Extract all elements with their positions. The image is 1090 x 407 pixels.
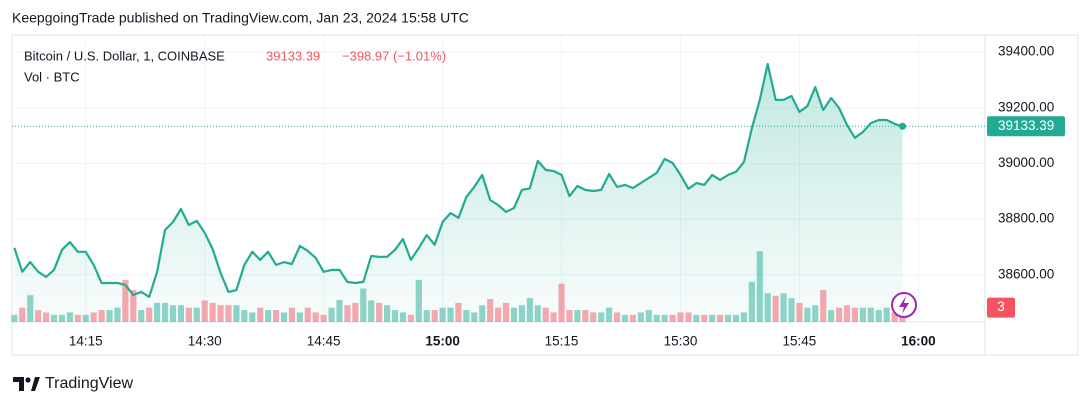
volume-tag bbox=[987, 297, 1015, 318]
chart-frame bbox=[11, 34, 1079, 356]
y-tick-label: 38800.00 bbox=[998, 211, 1054, 226]
alert-icon[interactable] bbox=[891, 292, 917, 318]
x-tick-label: 14:30 bbox=[188, 334, 222, 349]
x-tick-label: 15:15 bbox=[545, 334, 579, 349]
price-change: −398.97 (−1.01%) bbox=[342, 48, 446, 63]
publish-header: KeepgoingTrade published on TradingView.… bbox=[12, 10, 469, 26]
price-area bbox=[14, 64, 903, 322]
tradingview-logo bbox=[13, 377, 40, 391]
y-tick-label: 39400.00 bbox=[998, 44, 1054, 59]
price bbox=[12, 62, 985, 322]
last-price: 39133.39 bbox=[266, 48, 320, 63]
x-tick-label: 14:45 bbox=[307, 334, 341, 349]
volume-legend: Vol · BTC bbox=[24, 69, 80, 84]
volume-tag-label: 3 bbox=[997, 299, 1005, 314]
y-tick-label: 39000.00 bbox=[998, 155, 1054, 170]
y-tick-label: 38600.00 bbox=[998, 266, 1054, 281]
y-tick-label: 39200.00 bbox=[998, 99, 1054, 114]
volume-bar bbox=[11, 314, 18, 322]
symbol-title: Bitcoin / U.S. Dollar, 1, COINBASE bbox=[24, 48, 225, 63]
x-tick-label: 15:30 bbox=[664, 334, 698, 349]
x-tick-label: 16:00 bbox=[901, 334, 936, 349]
axes: 38600.00 38800.00 39000.00 39200.00 39400.00… bbox=[69, 44, 1065, 349]
last-price-tag bbox=[987, 116, 1065, 137]
x-tick-label: 14:15 bbox=[69, 334, 103, 349]
last-price-tag-label: 39133.39 bbox=[998, 118, 1054, 133]
x-tick-label: 15:45 bbox=[783, 334, 817, 349]
last-point bbox=[899, 122, 907, 130]
price-line bbox=[13, 62, 903, 298]
footer-brand: TradingView bbox=[45, 375, 133, 392]
x-tick-label: 15:00 bbox=[425, 334, 460, 349]
